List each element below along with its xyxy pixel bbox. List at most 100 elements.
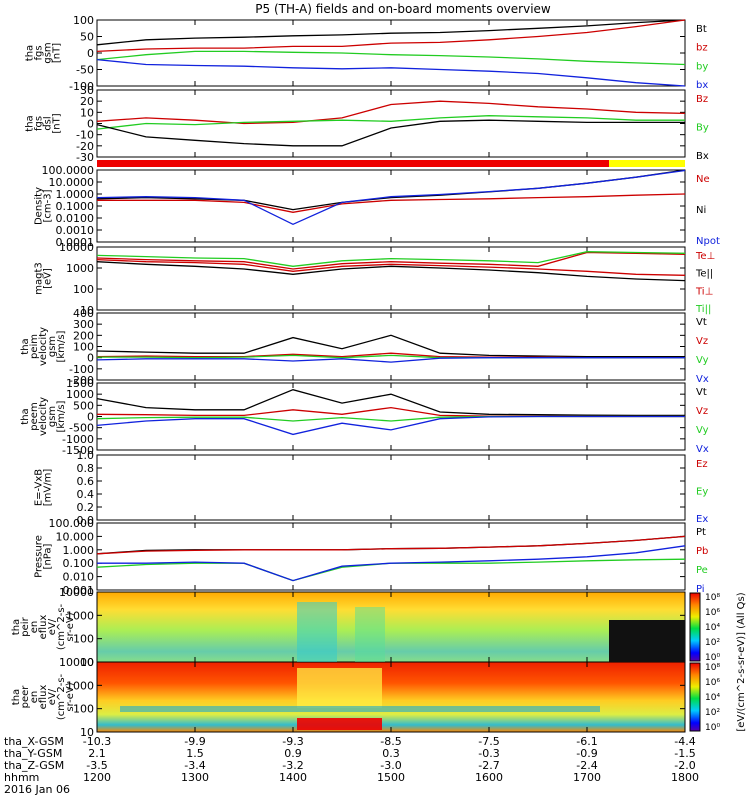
y-axis-label: [nT] <box>52 43 63 63</box>
y-axis-label: tha <box>25 45 36 61</box>
colorbar-tick-label: 10² <box>705 638 720 648</box>
x-row-value: -3.4 <box>184 759 205 772</box>
legend-Npot: Npot <box>696 236 720 247</box>
mode-bar-yellow <box>609 160 685 167</box>
x-row-value: 0.3 <box>382 747 400 760</box>
y-axis-label: tha <box>11 689 22 705</box>
mode-bar-red <box>97 160 609 167</box>
legend-Te⊥: Te⊥ <box>695 251 715 262</box>
legend-Ti||: Ti|| <box>695 304 711 315</box>
legend-Vz: Vz <box>696 336 708 347</box>
y-tick-label: 10.0000 <box>49 176 95 189</box>
legend-Bt: Bt <box>696 24 707 35</box>
y-tick-label: 100 <box>73 633 94 646</box>
y-axis-label: [mV/m] <box>43 469 54 507</box>
y-axis-label: sr-eV) <box>65 682 76 711</box>
y-axis-label: eV/ <box>47 618 58 635</box>
legend-Ez: Ez <box>696 459 708 470</box>
y-tick-label: 0.0 <box>77 514 95 527</box>
panel-frame <box>96 312 686 381</box>
y-tick-label: 1000 <box>66 262 94 275</box>
y-axis-label: magt3 <box>34 262 45 295</box>
y-tick-label: -500 <box>69 422 94 435</box>
y-axis-label: Pressure <box>34 535 45 578</box>
y-axis-label: gsm <box>47 336 58 357</box>
y-axis-label: [nPa] <box>43 543 54 569</box>
y-tick-label: 1500 <box>66 377 94 390</box>
y-tick-label: 100 <box>73 14 94 27</box>
series-Bz <box>96 100 686 125</box>
y-tick-label: 10000 <box>59 241 94 254</box>
y-axis-label: velocity <box>38 397 49 436</box>
y-tick-label: 10000 <box>59 586 94 599</box>
y-axis-label: peir <box>20 616 31 636</box>
legend-Bz: Bz <box>696 94 708 105</box>
y-tick-label: -100 <box>69 363 94 376</box>
legend-Pe: Pe <box>696 565 708 576</box>
x-row-value: -9.9 <box>184 735 205 748</box>
peer-feature <box>297 718 382 730</box>
legend-Te||: Te|| <box>695 269 713 280</box>
y-tick-label: 100 <box>73 283 94 296</box>
colorbar-tick-label: 10⁰ <box>705 653 720 663</box>
legend-Bx: Bx <box>696 151 709 162</box>
peir-feature <box>297 602 337 662</box>
y-tick-label: 50 <box>80 31 94 44</box>
series-Ti⊥ <box>96 251 686 270</box>
series-Ni <box>96 169 686 211</box>
x-row-value: -9.3 <box>282 735 303 748</box>
y-axis-label: [eV] <box>43 268 54 289</box>
colorbar-tick-label: 10⁸ <box>705 663 720 673</box>
legend-Vy: Vy <box>696 425 709 436</box>
y-tick-label: 30 <box>80 84 94 97</box>
spectrogram-fill <box>97 592 685 662</box>
x-row-value: -7.5 <box>478 735 499 748</box>
y-tick-label: 200 <box>73 329 94 342</box>
x-row-value: -10.3 <box>83 735 111 748</box>
y-axis-label: dsl <box>43 116 54 130</box>
y-tick-label: 10000 <box>59 656 94 669</box>
y-tick-label: 0 <box>87 411 94 424</box>
y-tick-label: 0.1000 <box>56 200 95 213</box>
peer-feature <box>297 668 382 708</box>
y-tick-label: 100.0000 <box>42 164 95 177</box>
series-Ti|| <box>96 251 686 267</box>
y-axis-label: gsm <box>43 42 54 63</box>
series-Vx <box>96 415 685 436</box>
series-Te|| <box>96 261 686 282</box>
series-Bt <box>96 19 686 46</box>
y-axis-label: tha <box>20 338 31 354</box>
legend-Vt: Vt <box>696 387 707 398</box>
y-axis-label: fgs <box>34 45 45 60</box>
legend-Pi: Pi <box>696 584 705 595</box>
y-tick-label: 0 <box>87 47 94 60</box>
series-Npot <box>96 169 686 226</box>
y-tick-label: 10 <box>80 656 94 669</box>
y-tick-label: 400 <box>73 307 94 320</box>
legend-by: by <box>696 61 708 72</box>
panel-peir-spectrogram: 10000 1000 100 10 thapeirenefluxeV/(cm^2-s-s… <box>11 586 686 669</box>
y-tick-label: -10 <box>76 129 94 142</box>
y-axis-label: peim <box>29 334 40 359</box>
peer-feature <box>120 706 600 712</box>
y-tick-label: 20 <box>80 95 94 108</box>
x-row-value: 1200 <box>83 771 111 784</box>
colorbar-tick-label: 10⁸ <box>705 593 720 603</box>
y-tick-label: 300 <box>73 318 94 331</box>
y-axis-label: peer <box>20 685 31 709</box>
y-tick-label: 0.2 <box>77 501 95 514</box>
legend-Ey: Ey <box>696 487 708 498</box>
y-axis-label: E=-VxB <box>34 469 45 506</box>
legend-Ne: Ne <box>696 174 710 185</box>
y-axis-label: [km/s] <box>56 330 67 362</box>
legend-Vy: Vy <box>696 355 709 366</box>
y-axis-label: [km/s] <box>56 400 67 432</box>
legend-Vx: Vx <box>696 444 709 455</box>
y-axis-label: peem <box>29 402 40 430</box>
y-tick-label: -1500 <box>62 444 94 457</box>
colorbar-tick-label: 10² <box>705 708 720 718</box>
